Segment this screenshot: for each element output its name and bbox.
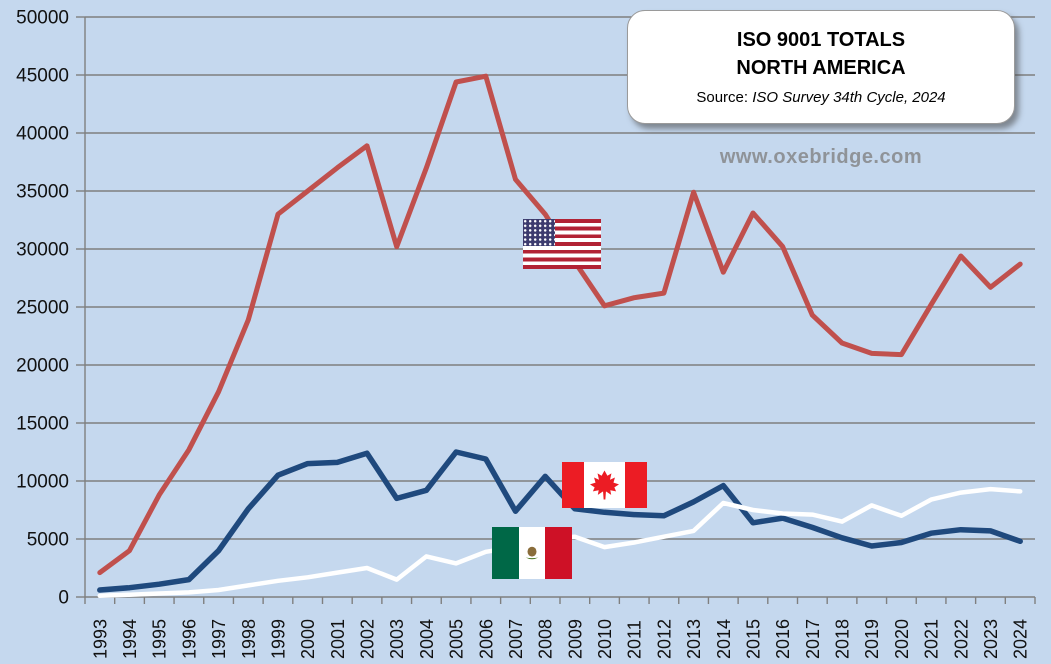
y-axis-label: 20000 [16,356,69,377]
usa-flag-icon [523,219,601,269]
x-axis-label: 2015 [743,619,763,659]
chart-source-citation: ISO Survey 34th Cycle, 2024 [752,89,946,106]
x-axis-label: 2019 [862,619,882,659]
mexico-flag-band [492,527,519,579]
canada-flag-band [625,462,647,508]
x-axis-label: 2012 [654,619,674,659]
x-axis-label: 2007 [506,619,526,659]
chart-title-box: ISO 9001 TOTALS NORTH AMERICA Source: IS… [627,10,1015,124]
mexico-flag-icon [492,527,572,579]
x-axis-label: 2018 [833,619,853,659]
maple-leaf-icon [590,470,619,500]
y-axis-label: 15000 [16,414,69,435]
x-axis-label: 2010 [595,619,615,659]
x-axis-label: 2000 [298,619,318,659]
x-axis-label: 2001 [328,619,348,659]
x-axis-label: 2005 [447,619,467,659]
y-axis-label: 45000 [16,66,69,87]
x-axis-label: 2023 [981,619,1001,659]
x-axis-label: 1998 [239,619,259,659]
x-axis-label: 2002 [358,619,378,659]
x-axis-label: 2017 [803,619,823,659]
y-axis-label: 5000 [27,530,69,551]
x-axis-label: 2024 [1011,619,1031,659]
x-axis-label: 2006 [476,619,496,659]
x-axis-label: 1996 [179,619,199,659]
x-axis-label: 2014 [714,619,734,659]
x-axis-label: 1997 [209,619,229,659]
x-axis-label: 2011 [625,620,645,659]
x-axis-label: 2004 [417,619,437,659]
x-axis-label: 2020 [892,619,912,659]
x-axis-label: 2003 [387,619,407,659]
x-axis-label: 2013 [684,619,704,659]
y-axis-label: 50000 [16,8,69,29]
chart-title-line2: NORTH AMERICA [736,57,906,79]
series-canada-line [97,449,1023,593]
x-axis-label: 1993 [90,619,110,659]
chart-title-line1: ISO 9001 TOTALS [736,29,906,51]
x-axis-label: 2022 [951,619,971,659]
x-axis-label: 1995 [150,619,170,659]
y-axis-label: 40000 [16,124,69,145]
x-axis-label: 2009 [565,619,585,659]
y-axis-label: 25000 [16,298,69,319]
x-axis-label: 2021 [922,619,942,659]
y-axis-label: 0 [58,588,69,609]
chart-source: Source: ISO Survey 34th Cycle, 2024 [628,89,1014,106]
chart-source-prefix: Source: [696,89,753,106]
x-axis-label: 1994 [120,619,140,659]
canada-flag-band [562,462,584,508]
canada-flag-icon [562,462,647,508]
y-axis-label: 10000 [16,472,69,493]
y-axis-label: 30000 [16,240,69,261]
x-axis-label: 1999 [268,619,288,659]
x-axis-label: 2016 [773,619,793,659]
mexico-flag-band [545,527,572,579]
watermark-text: www.oxebridge.com [719,146,923,168]
y-axis-label: 35000 [16,182,69,203]
usa-flag-canton [523,219,555,246]
mexico-eagle-emblem-icon [525,546,539,560]
x-axis-label: 2008 [536,619,556,659]
